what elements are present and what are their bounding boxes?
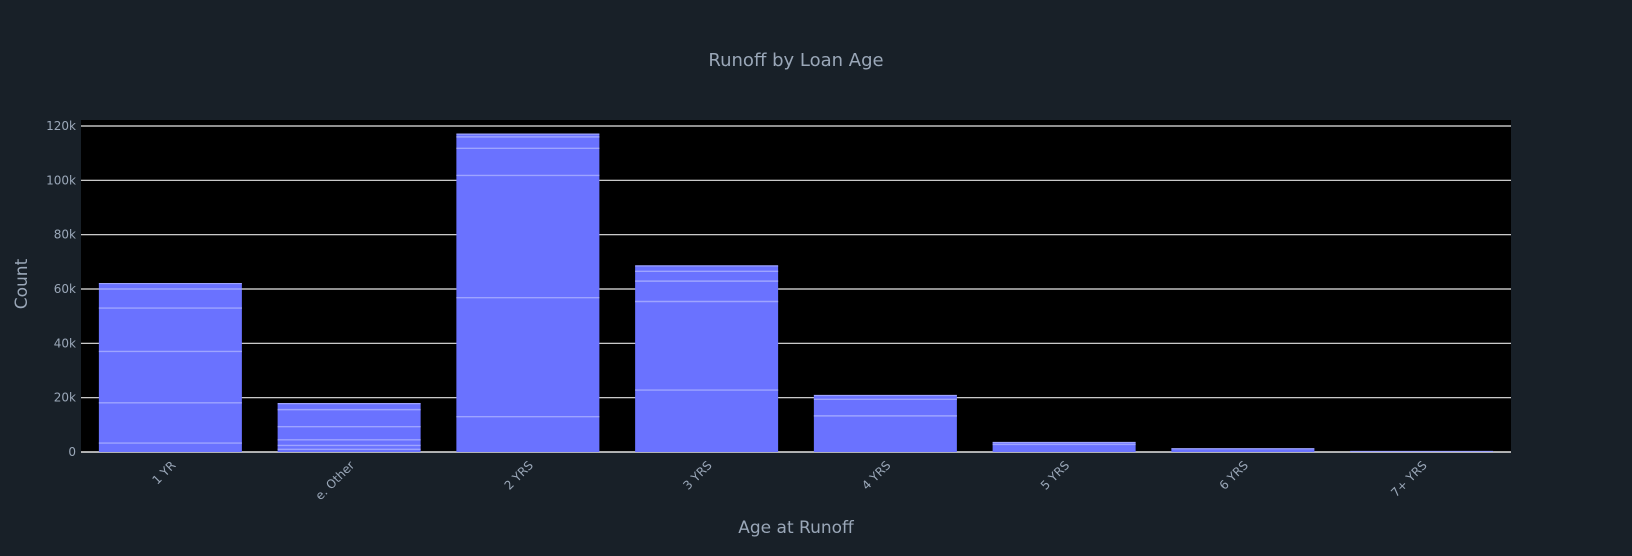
bar [813, 395, 957, 452]
x-tick-label: 5 YRS [1038, 458, 1072, 492]
y-tick-label: 20k [54, 391, 76, 405]
y-axis-title: Count [12, 258, 32, 309]
x-tick-label: 2 YRS [502, 458, 536, 492]
y-tick-label: 0 [68, 445, 76, 459]
bar [635, 265, 779, 452]
y-tick-label: 40k [54, 336, 76, 350]
bar [992, 442, 1136, 452]
x-tick-label: 6 YRS [1217, 458, 1251, 492]
x-tick-label: 7+ YRS [1388, 458, 1430, 500]
bar [456, 134, 600, 452]
bars [98, 133, 1494, 453]
bar [1171, 448, 1315, 452]
y-axis: 0 20k 40k 60k 80k 100k 120k [46, 119, 76, 459]
plot-area [81, 120, 1511, 452]
x-tick-label: 4 YRS [859, 458, 893, 492]
bar [98, 283, 242, 452]
y-tick-label: 100k [46, 173, 76, 187]
x-tick-label: e. Other [313, 458, 358, 503]
x-tick-label: 1 YR [149, 458, 178, 487]
y-tick-label: 120k [46, 119, 76, 133]
x-axis-title: Age at Runoff [738, 518, 855, 538]
y-tick-label: 80k [54, 228, 76, 242]
x-tick-label: 3 YRS [680, 458, 714, 492]
bar [277, 403, 421, 452]
chart-title: Runoff by Loan Age [708, 50, 883, 71]
x-axis: 1 YR e. Other 2 YRS 3 YRS 4 YRS 5 YRS 6 YRS 7+ … [149, 458, 1429, 503]
y-tick-label: 60k [54, 282, 76, 296]
